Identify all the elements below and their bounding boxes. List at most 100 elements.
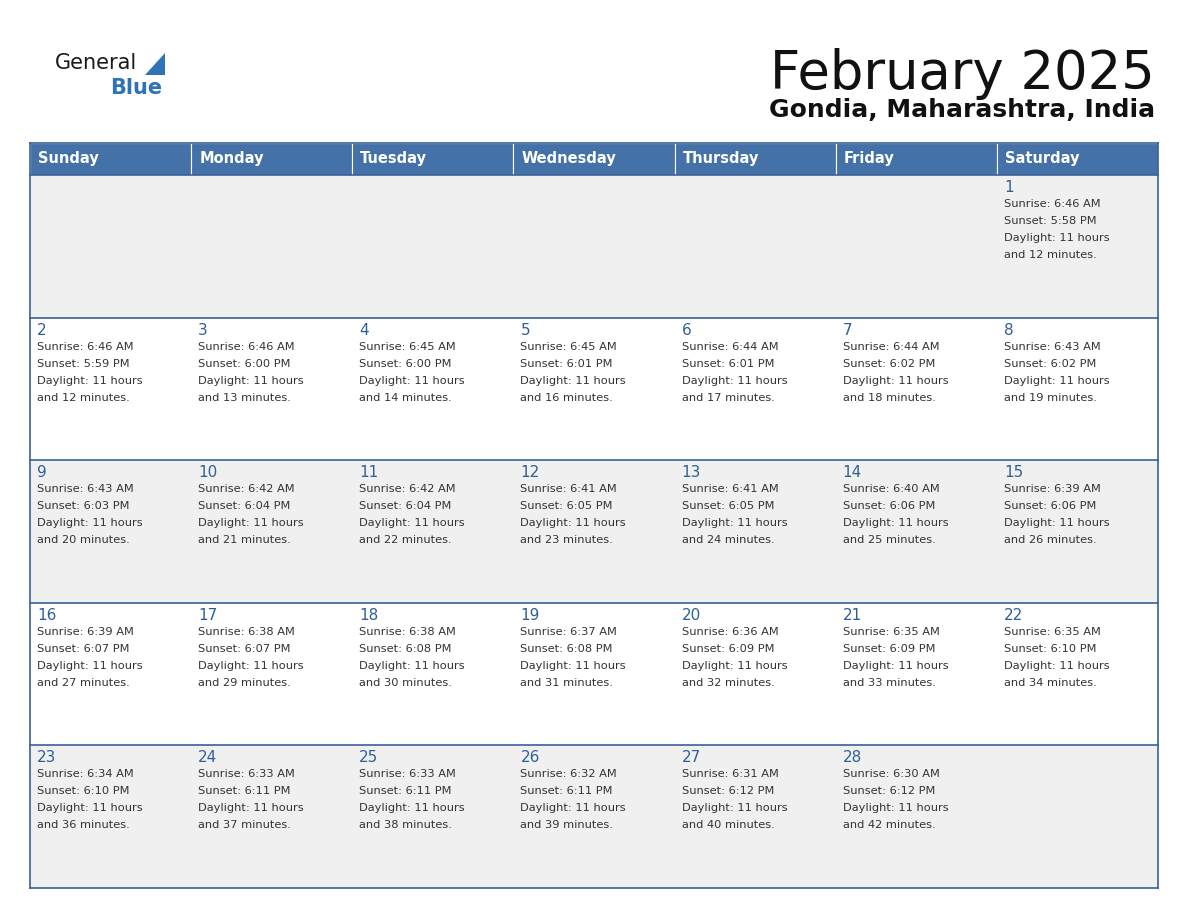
Text: 25: 25 (359, 750, 379, 766)
Text: and 30 minutes.: and 30 minutes. (359, 677, 453, 688)
Bar (353, 318, 513, 460)
Text: Thursday: Thursday (683, 151, 759, 166)
Text: Sunset: 5:59 PM: Sunset: 5:59 PM (37, 359, 129, 369)
Bar (353, 460, 513, 603)
Text: Sunrise: 6:37 AM: Sunrise: 6:37 AM (520, 627, 618, 637)
Text: Daylight: 11 hours: Daylight: 11 hours (1004, 661, 1110, 671)
Text: and 36 minutes.: and 36 minutes. (37, 821, 129, 831)
Bar (675, 175, 835, 318)
Text: 16: 16 (37, 608, 56, 622)
Text: Daylight: 11 hours: Daylight: 11 hours (359, 375, 465, 386)
Text: and 22 minutes.: and 22 minutes. (359, 535, 451, 545)
Text: 10: 10 (198, 465, 217, 480)
Text: Sunrise: 6:43 AM: Sunrise: 6:43 AM (1004, 341, 1100, 352)
Text: Sunset: 5:58 PM: Sunset: 5:58 PM (1004, 216, 1097, 226)
Bar (30, 175, 191, 318)
Text: Sunrise: 6:46 AM: Sunrise: 6:46 AM (1004, 199, 1100, 209)
Text: Daylight: 11 hours: Daylight: 11 hours (842, 661, 948, 671)
Text: 19: 19 (520, 608, 539, 622)
Text: Sunset: 6:11 PM: Sunset: 6:11 PM (198, 787, 291, 797)
Text: Sunset: 6:08 PM: Sunset: 6:08 PM (520, 644, 613, 654)
Text: Wednesday: Wednesday (522, 151, 617, 166)
Text: Sunset: 6:02 PM: Sunset: 6:02 PM (1004, 359, 1097, 369)
Text: and 26 minutes.: and 26 minutes. (1004, 535, 1097, 545)
Text: Daylight: 11 hours: Daylight: 11 hours (682, 803, 788, 813)
Text: 12: 12 (520, 465, 539, 480)
Text: 9: 9 (37, 465, 46, 480)
Text: 26: 26 (520, 750, 539, 766)
Text: Sunset: 6:01 PM: Sunset: 6:01 PM (682, 359, 775, 369)
Text: 5: 5 (520, 322, 530, 338)
Bar (675, 143, 835, 175)
Text: Sunset: 6:02 PM: Sunset: 6:02 PM (842, 359, 935, 369)
Text: 6: 6 (682, 322, 691, 338)
Text: Sunset: 6:08 PM: Sunset: 6:08 PM (359, 644, 451, 654)
Bar (675, 603, 835, 745)
Text: Daylight: 11 hours: Daylight: 11 hours (37, 803, 143, 813)
Bar (353, 143, 513, 175)
Text: Sunset: 6:11 PM: Sunset: 6:11 PM (359, 787, 451, 797)
Text: 8: 8 (1004, 322, 1013, 338)
Text: and 32 minutes.: and 32 minutes. (682, 677, 775, 688)
Bar (835, 745, 997, 888)
Text: and 12 minutes.: and 12 minutes. (37, 393, 129, 403)
Text: and 20 minutes.: and 20 minutes. (37, 535, 129, 545)
Text: and 40 minutes.: and 40 minutes. (682, 821, 775, 831)
Text: Sunrise: 6:46 AM: Sunrise: 6:46 AM (198, 341, 295, 352)
Bar (835, 603, 997, 745)
Text: and 37 minutes.: and 37 minutes. (198, 821, 291, 831)
Text: Sunrise: 6:35 AM: Sunrise: 6:35 AM (842, 627, 940, 637)
Text: Sunrise: 6:40 AM: Sunrise: 6:40 AM (842, 484, 940, 494)
Text: Daylight: 11 hours: Daylight: 11 hours (359, 803, 465, 813)
Text: Daylight: 11 hours: Daylight: 11 hours (1004, 375, 1110, 386)
Text: and 25 minutes.: and 25 minutes. (842, 535, 935, 545)
Text: 2: 2 (37, 322, 46, 338)
Bar (835, 175, 997, 318)
Text: Sunrise: 6:33 AM: Sunrise: 6:33 AM (198, 769, 295, 779)
Bar (353, 175, 513, 318)
Text: Daylight: 11 hours: Daylight: 11 hours (198, 518, 304, 528)
Text: and 14 minutes.: and 14 minutes. (359, 393, 453, 403)
Text: Daylight: 11 hours: Daylight: 11 hours (359, 661, 465, 671)
Text: Sunrise: 6:30 AM: Sunrise: 6:30 AM (842, 769, 940, 779)
Text: and 29 minutes.: and 29 minutes. (198, 677, 291, 688)
Bar (513, 175, 675, 318)
Text: Daylight: 11 hours: Daylight: 11 hours (682, 661, 788, 671)
Text: Sunrise: 6:45 AM: Sunrise: 6:45 AM (359, 341, 456, 352)
Text: 24: 24 (198, 750, 217, 766)
Text: Daylight: 11 hours: Daylight: 11 hours (842, 375, 948, 386)
Bar (353, 745, 513, 888)
Text: and 21 minutes.: and 21 minutes. (198, 535, 291, 545)
Text: Daylight: 11 hours: Daylight: 11 hours (359, 518, 465, 528)
Text: Daylight: 11 hours: Daylight: 11 hours (198, 803, 304, 813)
Text: and 16 minutes.: and 16 minutes. (520, 393, 613, 403)
Text: Sunrise: 6:41 AM: Sunrise: 6:41 AM (682, 484, 778, 494)
Text: 28: 28 (842, 750, 862, 766)
Bar (353, 603, 513, 745)
Text: 1: 1 (1004, 180, 1013, 195)
Text: Sunset: 6:04 PM: Sunset: 6:04 PM (198, 501, 291, 511)
Text: Sunset: 6:10 PM: Sunset: 6:10 PM (1004, 644, 1097, 654)
Text: Blue: Blue (110, 78, 162, 98)
Text: 18: 18 (359, 608, 379, 622)
Text: Sunrise: 6:36 AM: Sunrise: 6:36 AM (682, 627, 778, 637)
Text: Daylight: 11 hours: Daylight: 11 hours (198, 661, 304, 671)
Text: 23: 23 (37, 750, 56, 766)
Text: and 18 minutes.: and 18 minutes. (842, 393, 936, 403)
Text: Saturday: Saturday (1005, 151, 1080, 166)
Bar (191, 603, 353, 745)
Bar (997, 603, 1158, 745)
Text: Sunset: 6:06 PM: Sunset: 6:06 PM (842, 501, 935, 511)
Bar (675, 460, 835, 603)
Text: Monday: Monday (200, 151, 264, 166)
Text: Sunset: 6:06 PM: Sunset: 6:06 PM (1004, 501, 1097, 511)
Text: Sunrise: 6:46 AM: Sunrise: 6:46 AM (37, 341, 133, 352)
Bar (997, 318, 1158, 460)
Text: Sunrise: 6:31 AM: Sunrise: 6:31 AM (682, 769, 778, 779)
Text: Sunrise: 6:34 AM: Sunrise: 6:34 AM (37, 769, 134, 779)
Text: Sunrise: 6:42 AM: Sunrise: 6:42 AM (198, 484, 295, 494)
Bar (30, 745, 191, 888)
Text: Sunday: Sunday (38, 151, 99, 166)
Text: Sunset: 6:04 PM: Sunset: 6:04 PM (359, 501, 451, 511)
Text: Sunset: 6:09 PM: Sunset: 6:09 PM (682, 644, 775, 654)
